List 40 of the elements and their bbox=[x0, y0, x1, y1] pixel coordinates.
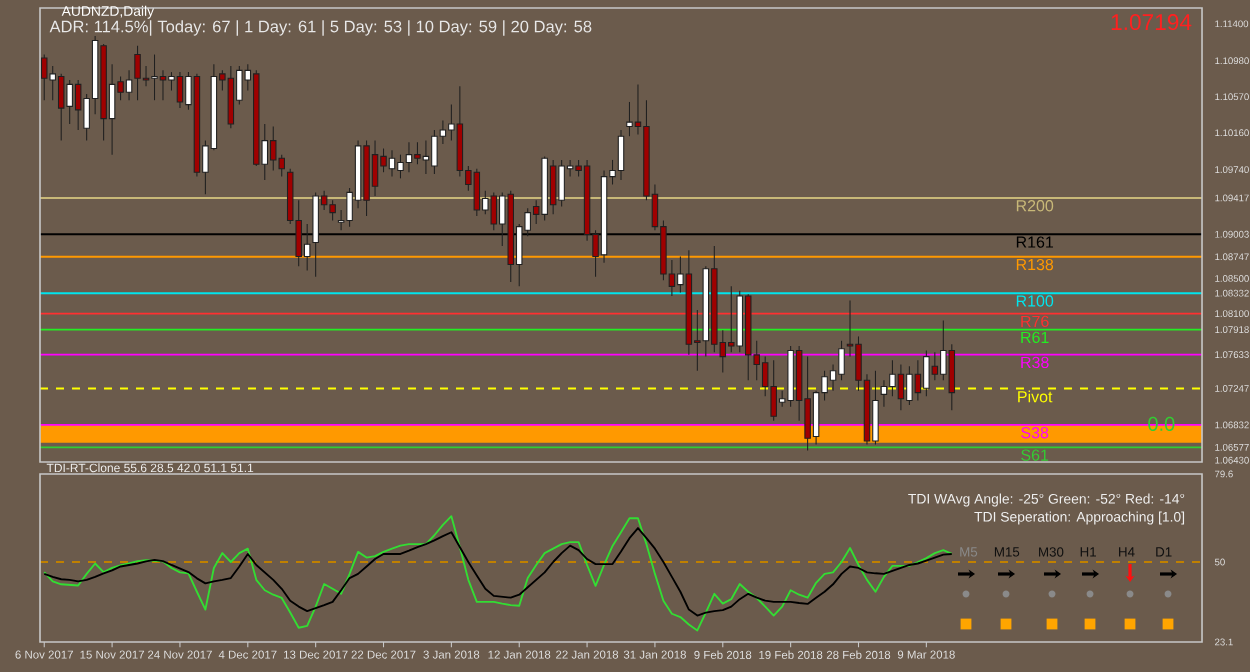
ref-line-label: R61 bbox=[1021, 331, 1049, 344]
candlestick bbox=[193, 73, 201, 178]
candlestick bbox=[923, 349, 930, 397]
candlestick bbox=[600, 169, 608, 264]
candlestick bbox=[897, 363, 905, 411]
candlestick bbox=[100, 43, 107, 142]
candlestick bbox=[744, 293, 752, 381]
candlestick bbox=[626, 101, 633, 137]
candlestick bbox=[685, 249, 693, 356]
ref-line-label: R76 bbox=[1021, 315, 1049, 328]
candlestick bbox=[176, 71, 184, 109]
candlestick bbox=[456, 85, 464, 178]
ref-line-label: S38 bbox=[1021, 427, 1049, 439]
candlestick bbox=[371, 140, 379, 197]
candlestick bbox=[303, 223, 311, 272]
annotation: 1.07194 bbox=[1111, 14, 1192, 31]
candlestick bbox=[702, 265, 710, 358]
candlestick bbox=[125, 69, 133, 101]
candlestick bbox=[914, 359, 922, 402]
candlestick bbox=[880, 379, 888, 408]
text: ADR: 114.5%| Today: 67 | 1 Day: 61 | 5 Day: 53 | 10 Day: 59 | 20 Day: 58 bbox=[49, 20, 592, 36]
ref-line-label: R200 bbox=[1016, 200, 1054, 212]
candlestick bbox=[804, 356, 811, 452]
ref-line-label: R100 bbox=[1016, 295, 1054, 307]
annotation: 0.0 bbox=[1148, 416, 1175, 431]
ref-line-label: Pivot bbox=[1018, 390, 1053, 403]
ref-line-label: R138 bbox=[1016, 258, 1054, 271]
ref-line-label: R38 bbox=[1021, 356, 1049, 369]
ref-line-label: R161 bbox=[1016, 236, 1054, 248]
candlestick bbox=[549, 159, 557, 215]
candlestick bbox=[889, 359, 896, 397]
candlestick bbox=[405, 141, 413, 173]
candlestick bbox=[159, 69, 167, 101]
candlestick bbox=[134, 45, 141, 101]
candlestick bbox=[617, 129, 625, 181]
candlestick bbox=[397, 154, 404, 179]
candlestick bbox=[151, 54, 158, 101]
candlestick bbox=[422, 140, 430, 175]
candlestick bbox=[329, 199, 336, 222]
ref-line-label: S61 bbox=[1021, 449, 1049, 461]
